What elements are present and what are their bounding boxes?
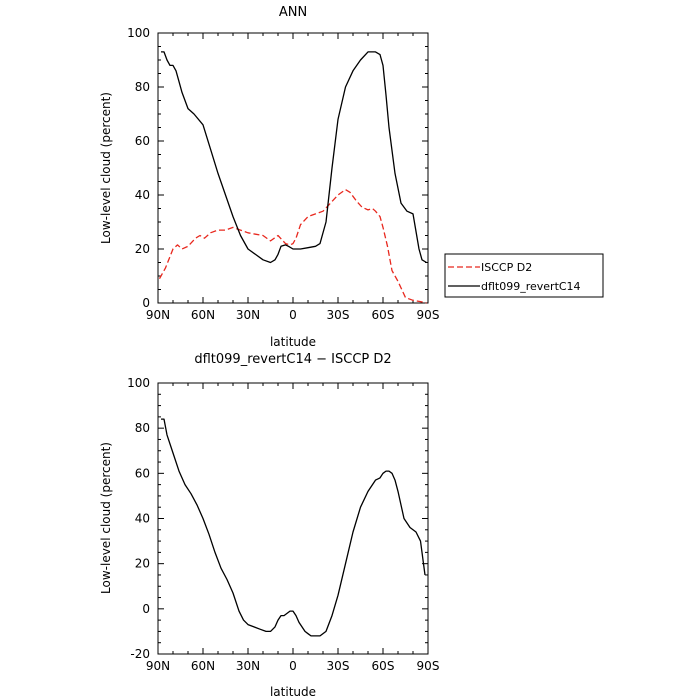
top-x-axis-label: latitude (270, 335, 316, 349)
x-tick-label: 60N (191, 308, 215, 322)
legend-label-isccp: ISCCP D2 (481, 261, 532, 274)
y-tick-label: 0 (142, 296, 150, 310)
y-tick-label: 100 (127, 26, 150, 40)
top-panel: ANN 90N 60N 30N 0 30S 60S 90S 0 20 40 60 80 100 lati… (99, 5, 439, 349)
y-tick-label: 80 (135, 421, 150, 435)
y-tick-label: 0 (142, 602, 150, 616)
legend-box (444, 253, 604, 298)
x-tick-label: 90S (417, 308, 440, 322)
top-y-axis-label: Low-level cloud (percent) (99, 92, 113, 244)
series-line-0 (158, 188, 427, 304)
y-tick-label: 100 (127, 376, 150, 390)
y-tick-label: 40 (135, 188, 150, 202)
bottom-axis-ticks: 90N 60N 30N 0 30S 60S 90S -20 0 20 40 60 80 100 (127, 376, 439, 673)
bottom-panel: dflt099_revertC14 − ISCCP D2 90N 60N 30N 0 3… (99, 352, 439, 699)
top-panel-title: ANN (279, 5, 307, 20)
x-tick-label: 30S (327, 308, 350, 322)
y-tick-label: 80 (135, 80, 150, 94)
x-tick-label: 30S (327, 659, 350, 673)
bottom-y-axis-label: Low-level cloud (percent) (99, 442, 113, 594)
x-tick-label: 60S (372, 659, 395, 673)
top-axis-ticks: 90N 60N 30N 0 30S 60S 90S 0 20 40 60 80 100 (127, 26, 439, 322)
bottom-panel-title: dflt099_revertC14 − ISCCP D2 (194, 352, 391, 367)
y-tick-label: 20 (135, 557, 150, 571)
bottom-x-axis-label: latitude (270, 685, 316, 699)
y-tick-label: -20 (130, 647, 150, 661)
x-tick-label: 0 (289, 659, 297, 673)
series-line-0 (161, 418, 426, 637)
bottom-plot-frame (157, 382, 429, 655)
y-tick-label: 60 (135, 134, 150, 148)
legend-label-model: dflt099_revertC14 (481, 280, 581, 293)
series-line-1 (161, 51, 427, 264)
x-tick-label: 90N (146, 659, 170, 673)
x-tick-label: 60S (372, 308, 395, 322)
top-plot-frame (157, 32, 429, 304)
x-tick-label: 60N (191, 659, 215, 673)
y-tick-label: 40 (135, 512, 150, 526)
x-tick-label: 30N (236, 308, 260, 322)
x-tick-label: 30N (236, 659, 260, 673)
legend: ISCCP D2 dflt099_revertC14 (444, 253, 604, 298)
y-tick-label: 20 (135, 242, 150, 256)
y-tick-label: 60 (135, 466, 150, 480)
x-tick-label: 0 (289, 308, 297, 322)
top-series-lines (158, 51, 427, 304)
bottom-series-lines (161, 418, 426, 637)
x-tick-label: 90S (417, 659, 440, 673)
x-tick-label: 90N (146, 308, 170, 322)
